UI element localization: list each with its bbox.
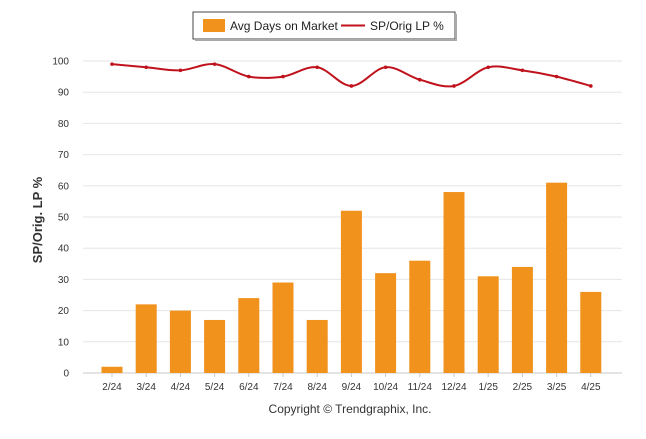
line-point-11/24 (418, 77, 422, 82)
line-point-7/24 (281, 74, 285, 79)
y-tick-label-20: 20 (58, 306, 70, 317)
x-tick-labels: 2/24 3/24 4/24 5/24 6/24 7/24 8/24 9/24 10/24 11/… (102, 382, 601, 393)
y-tick-label-80: 80 (58, 119, 70, 130)
line-point-10/24 (383, 65, 388, 70)
y-tick-label-100: 100 (52, 57, 69, 68)
line-point-4/24 (178, 68, 183, 73)
x-tick-label-6/24: 6/24 (239, 382, 259, 393)
x-tick-label-3/24: 3/24 (136, 382, 156, 393)
line-point-1/25 (486, 65, 491, 70)
bar-12/24 (443, 192, 465, 373)
bar-4/25 (580, 291, 602, 373)
line-point-8/24 (315, 65, 320, 70)
line-point-3/24 (144, 65, 148, 70)
copyright-text: Copyright © Trendgraphix, Inc. (269, 402, 432, 416)
x-tick-label-5/24: 5/24 (205, 382, 225, 393)
y-tick-label-10: 10 (58, 337, 70, 348)
x-tick-label-12/24: 12/24 (441, 382, 466, 393)
line-point-12/24 (452, 84, 456, 88)
legend-swatch-bar (203, 19, 225, 32)
line-point-3/25 (554, 74, 559, 79)
y-tick-labels: 0 10 20 30 40 50 60 70 80 90 100 (52, 57, 69, 380)
x-tick-label-4/24: 4/24 (171, 382, 191, 393)
line-path-sp-orig-lp (111, 63, 592, 88)
bar-4/24 (169, 310, 191, 373)
y-tick-label-0: 0 (63, 369, 69, 380)
bar-2/25 (511, 266, 533, 373)
y-tick-label-40: 40 (58, 244, 70, 255)
x-tick-label-11/24: 11/24 (408, 382, 433, 393)
legend-label-line: SP/Orig LP % (370, 19, 444, 33)
line-point-2/25 (520, 68, 525, 73)
x-tick-label-10/24: 10/24 (373, 382, 398, 393)
x-tick-label-1/25: 1/25 (478, 382, 498, 393)
axes (83, 372, 622, 377)
y-tick-label-70: 70 (58, 150, 70, 161)
y-tick-label-30: 30 (58, 275, 70, 286)
bar-1/25 (477, 276, 499, 373)
x-tick-label-4/25: 4/25 (581, 382, 601, 393)
bar-9/24 (340, 210, 362, 373)
x-tick-label-8/24: 8/24 (307, 382, 327, 393)
line-point-2/24 (110, 62, 114, 66)
x-tick-label-2/25: 2/25 (513, 382, 533, 393)
bar-series-avg-days-on-market (101, 182, 602, 373)
y-tick-label-50: 50 (58, 213, 70, 224)
line-point-6/24 (247, 74, 251, 79)
bar-7/24 (272, 282, 294, 373)
x-tick-label-3/25: 3/25 (547, 382, 567, 393)
y-axis-label: SP/Orig. LP % (30, 176, 45, 263)
line-point-5/24 (212, 62, 217, 66)
bar-10/24 (375, 273, 397, 373)
line-point-4/25 (589, 84, 593, 88)
legend[interactable]: Avg Days on Market SP/Orig LP % (192, 11, 457, 41)
line-point-9/24 (349, 84, 354, 88)
bar-5/24 (204, 319, 226, 373)
bar-2/24 (101, 366, 123, 373)
y-tick-label-60: 60 (58, 181, 70, 192)
bar-8/24 (306, 319, 328, 373)
bar-11/24 (409, 260, 431, 373)
bar-3/25 (546, 182, 568, 373)
x-tick-label-7/24: 7/24 (273, 382, 293, 393)
x-tick-label-9/24: 9/24 (342, 382, 362, 393)
y-tick-label-90: 90 (58, 88, 70, 99)
bar-3/24 (135, 304, 157, 373)
x-tick-label-2/24: 2/24 (102, 382, 122, 393)
bar-6/24 (238, 298, 260, 373)
legend-label-bar: Avg Days on Market (230, 19, 338, 33)
line-series-sp-orig-lp (110, 62, 593, 88)
